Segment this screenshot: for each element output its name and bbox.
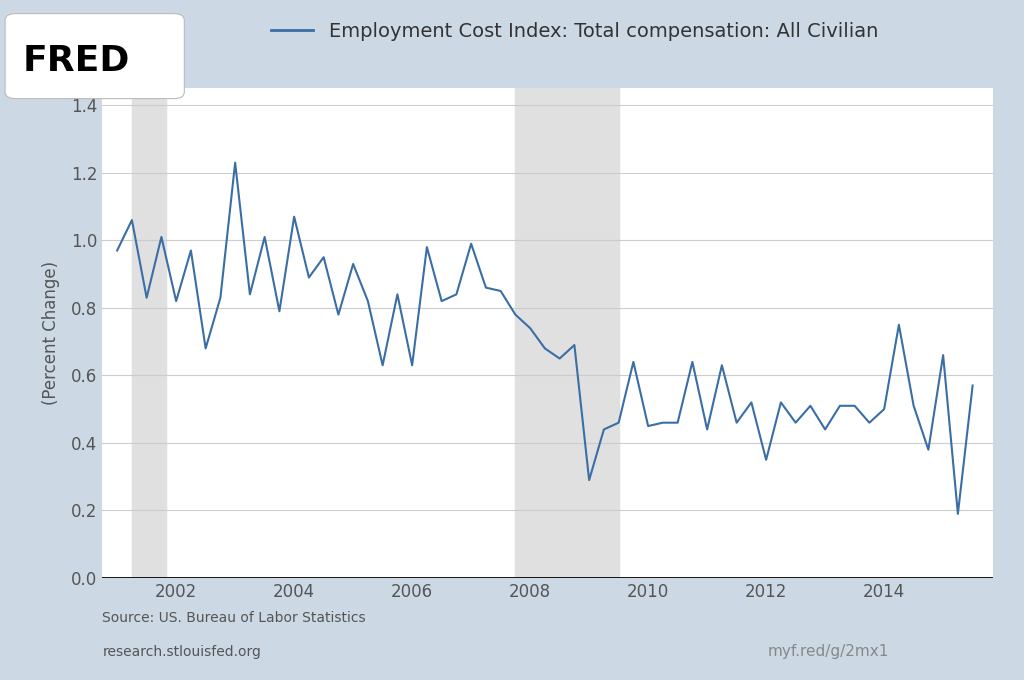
Text: FRED: FRED	[23, 44, 130, 78]
Text: Source: US. Bureau of Labor Statistics: Source: US. Bureau of Labor Statistics	[102, 611, 366, 625]
Legend: Employment Cost Index: Total compensation: All Civilian: Employment Cost Index: Total compensatio…	[270, 22, 879, 41]
Bar	[515, 88, 618, 578]
Y-axis label: (Percent Change): (Percent Change)	[42, 261, 60, 405]
Text: research.stlouisfed.org: research.stlouisfed.org	[102, 645, 261, 659]
Text: myf.red/g/2mx1: myf.red/g/2mx1	[768, 644, 890, 659]
Bar	[132, 88, 166, 578]
